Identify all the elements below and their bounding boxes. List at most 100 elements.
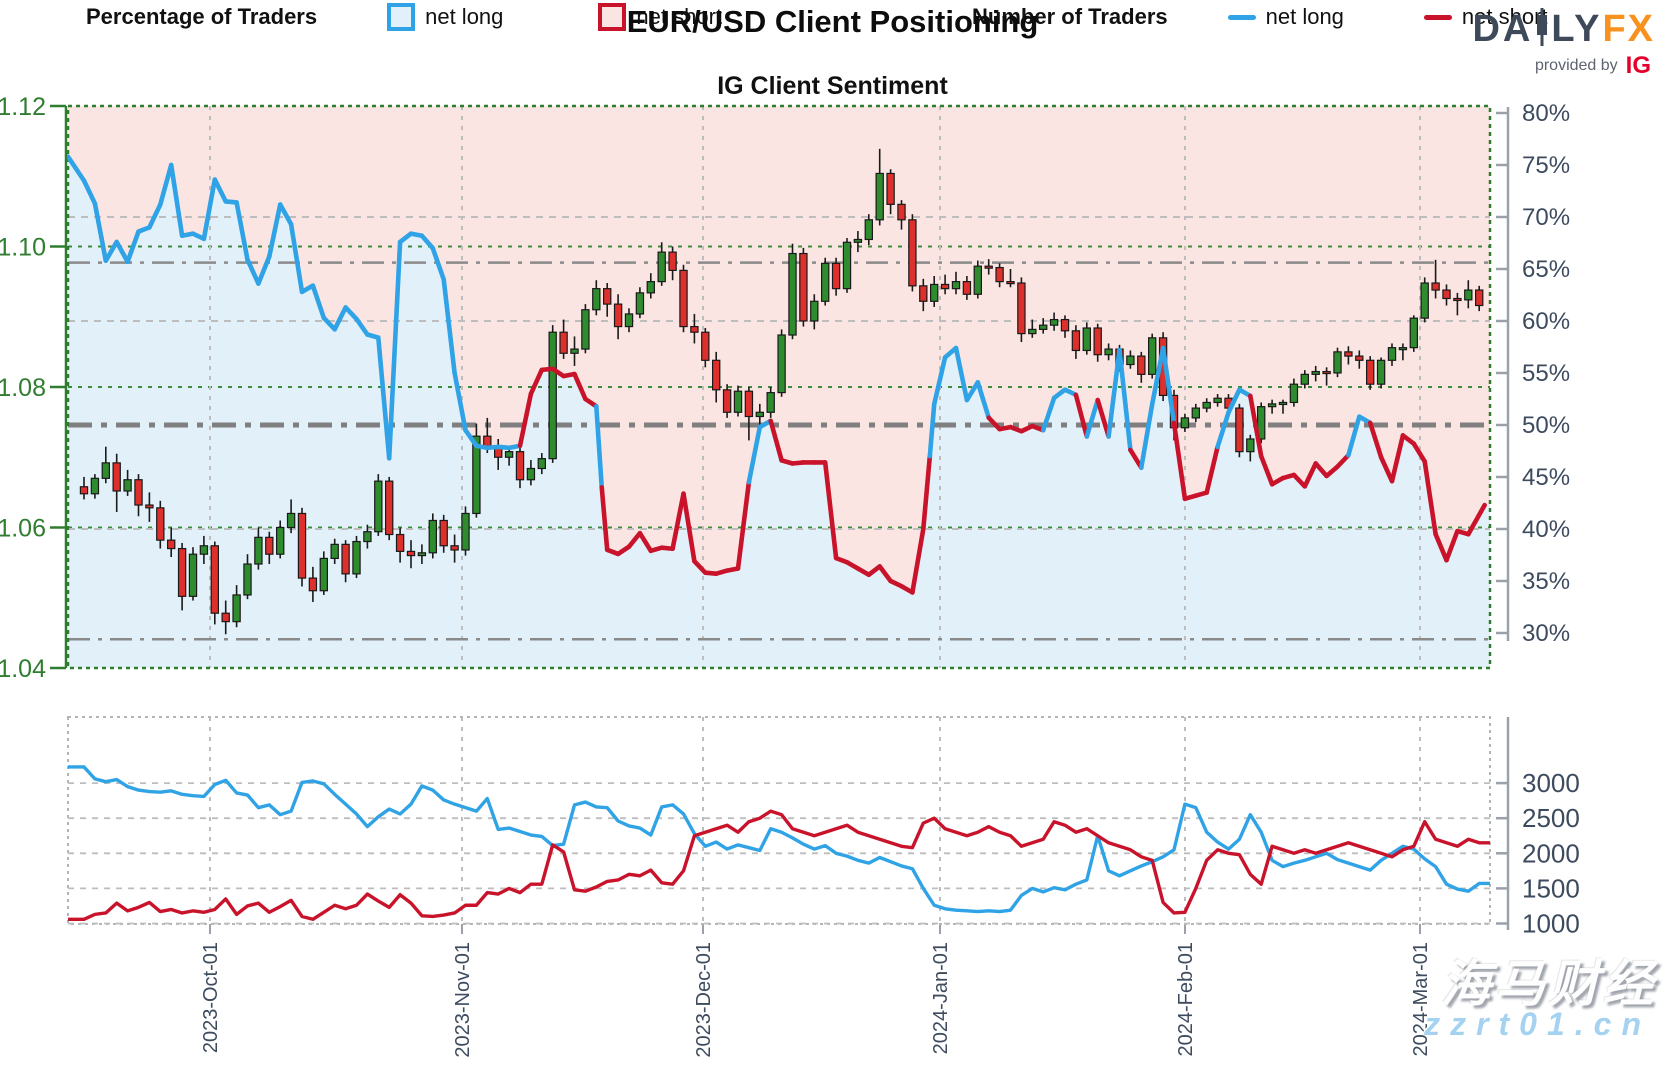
net-short-line-swatch bbox=[1423, 14, 1452, 20]
candle-down bbox=[210, 545, 219, 614]
watermark-brand: 海马财经 bbox=[1441, 956, 1657, 1012]
sentiment-line-segment bbox=[670, 491, 686, 552]
date-label: 2024-Mar-01 bbox=[1410, 942, 1432, 1057]
candle-up bbox=[733, 390, 743, 413]
candle-down bbox=[341, 543, 350, 575]
sentiment-line-segment bbox=[256, 254, 272, 286]
net-short-box-swatch bbox=[598, 3, 627, 31]
sentiment-line-segment bbox=[266, 202, 283, 259]
candle-up bbox=[1202, 401, 1211, 409]
candle-up bbox=[363, 531, 372, 543]
candle-down bbox=[1365, 359, 1375, 385]
sentiment-line-segment bbox=[234, 200, 250, 262]
candle-up bbox=[1409, 317, 1418, 349]
provided-by-label: provided by bbox=[1534, 57, 1618, 74]
pct-axis-label: 50% bbox=[1522, 412, 1570, 439]
candle-down bbox=[679, 269, 688, 328]
sentiment-line-segment bbox=[463, 427, 479, 449]
candle-up bbox=[526, 467, 536, 481]
sentiment-line-segment bbox=[1215, 410, 1231, 450]
candle-down bbox=[613, 303, 623, 328]
price-axis-label: 1.08 bbox=[0, 374, 46, 402]
candle-up bbox=[1289, 383, 1299, 404]
candle-down bbox=[167, 539, 176, 550]
sentiment-line-segment bbox=[1335, 452, 1351, 469]
sentiment-line-segment bbox=[1433, 531, 1449, 563]
sentiment-line-segment bbox=[920, 453, 933, 532]
sentiment-line-segment bbox=[1291, 472, 1308, 489]
candle-up bbox=[1376, 359, 1386, 385]
candle-up bbox=[1387, 347, 1397, 361]
sentiment-line-segment bbox=[1248, 393, 1264, 459]
candle-down bbox=[711, 359, 721, 391]
watermark-url: zzrt01.cn bbox=[1424, 1006, 1651, 1042]
sentiment-line-segment bbox=[768, 418, 784, 463]
sentiment-line-segment bbox=[1466, 502, 1487, 537]
candle-down bbox=[1355, 355, 1364, 361]
sentiment-line-segment bbox=[1117, 347, 1133, 453]
candle-up bbox=[1420, 282, 1429, 319]
date-label: 2023-Oct-01 bbox=[200, 942, 222, 1053]
legend-number-title: Number of Traders bbox=[972, 4, 1168, 29]
sentiment-line-segment bbox=[375, 335, 392, 461]
candle-down bbox=[962, 281, 972, 295]
pct-axis-label: 30% bbox=[1522, 620, 1570, 647]
candle-up bbox=[286, 512, 296, 529]
candle-up bbox=[842, 241, 852, 290]
candle-up bbox=[188, 553, 198, 597]
sentiment-line-segment bbox=[125, 229, 141, 265]
sentiment-line-segment bbox=[1302, 461, 1318, 489]
candle-down bbox=[701, 331, 710, 361]
price-axis-label: 1.10 bbox=[0, 234, 46, 262]
candle-up bbox=[657, 251, 666, 283]
sentiment-line-segment bbox=[572, 371, 588, 402]
candle-up bbox=[1464, 289, 1473, 301]
candle-down bbox=[1093, 327, 1102, 356]
sentiment-line-segment bbox=[1084, 397, 1100, 439]
candle-down bbox=[1137, 355, 1146, 375]
candle-up bbox=[461, 512, 470, 551]
candle-up bbox=[352, 540, 361, 575]
sentiment-line-segment bbox=[1389, 433, 1406, 484]
pct-axis-label: 35% bbox=[1522, 568, 1570, 595]
sentiment-line-segment bbox=[931, 355, 948, 407]
candle-up bbox=[1300, 373, 1309, 385]
candle-up bbox=[1104, 348, 1113, 356]
legend-num-net-long-label: net long bbox=[1265, 4, 1344, 29]
legend-pct-net-long: net long bbox=[387, 3, 503, 31]
legend-num-net-short-label: net short bbox=[1461, 4, 1548, 29]
pct-axis-label: 40% bbox=[1522, 516, 1570, 543]
candle-up bbox=[374, 480, 383, 533]
candle-up bbox=[1256, 406, 1266, 440]
candle-down bbox=[177, 547, 187, 597]
sentiment-line-segment bbox=[1095, 397, 1111, 439]
candle-down bbox=[602, 288, 612, 305]
sentiment-line-segment bbox=[99, 235, 109, 263]
candle-down bbox=[515, 451, 525, 481]
sentiment-line-segment bbox=[245, 257, 261, 286]
traders-net-long-line bbox=[68, 765, 1490, 914]
sentiment-line-segment bbox=[103, 239, 119, 263]
sentiment-line-segment bbox=[1073, 392, 1090, 439]
candle-down bbox=[744, 390, 754, 418]
candle-down bbox=[940, 283, 950, 290]
pct-axis-label: 75% bbox=[1522, 152, 1570, 179]
sentiment-line-segment bbox=[735, 479, 752, 571]
candle-up bbox=[777, 334, 786, 394]
sentiment-line-segment bbox=[81, 178, 98, 206]
legend-pct-net-long-label: net long bbox=[425, 4, 504, 29]
candle-up bbox=[810, 300, 819, 322]
sentiment-line-segment bbox=[277, 202, 294, 227]
candle-down bbox=[439, 519, 448, 547]
candle-down bbox=[406, 550, 416, 557]
candle-up bbox=[330, 543, 339, 560]
candle-up bbox=[1278, 401, 1288, 406]
candle-up bbox=[1147, 337, 1157, 375]
candle-down bbox=[112, 462, 121, 492]
sentiment-line-segment bbox=[1313, 461, 1329, 479]
candle-down bbox=[1344, 351, 1353, 357]
candle-up bbox=[90, 477, 100, 495]
sentiment-line-segment bbox=[964, 380, 981, 403]
candle-down bbox=[831, 262, 841, 290]
